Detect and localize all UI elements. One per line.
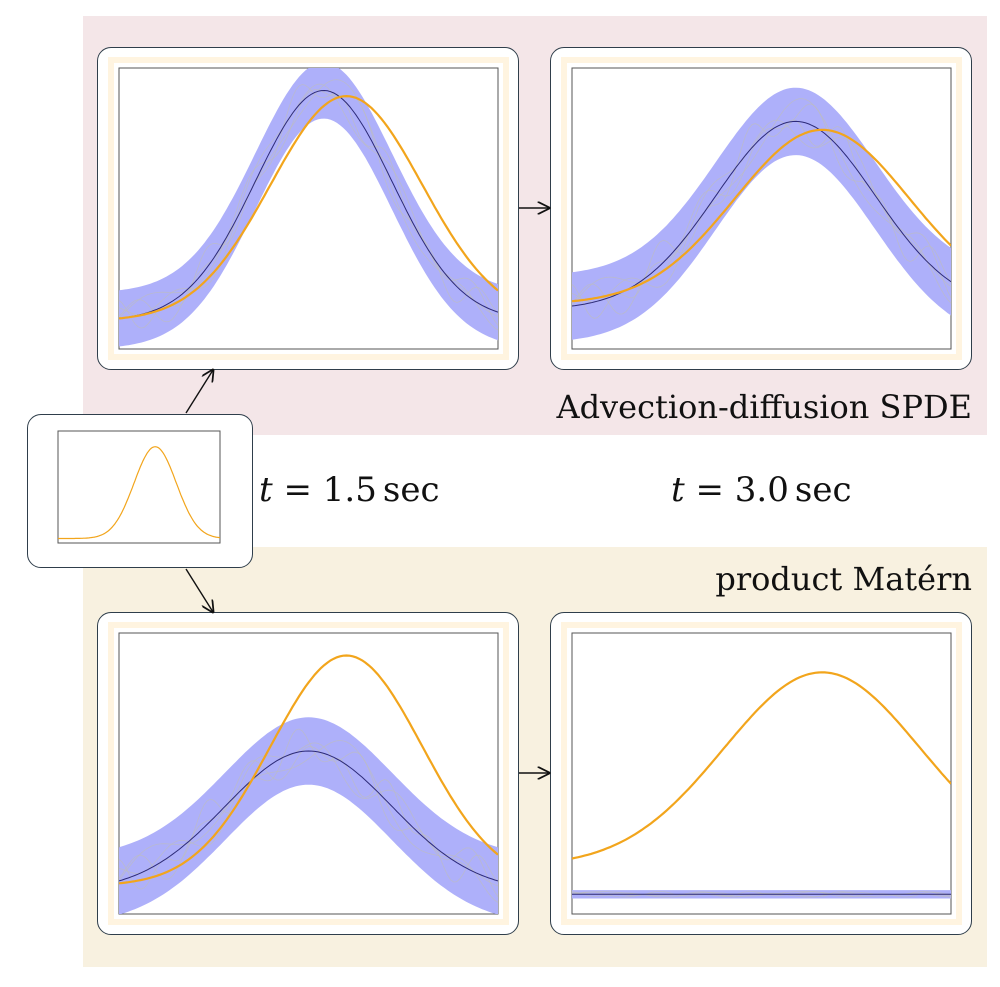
plot-svg	[561, 622, 962, 925]
time-label-1: t = 1.5 sec	[259, 470, 440, 510]
time-eq: =	[283, 470, 312, 510]
truth-curve	[119, 654, 498, 885]
truth-curve	[119, 94, 498, 320]
matern-t1-panel	[97, 612, 519, 935]
sample-path	[572, 119, 951, 304]
spde-label: Advection-diffusion SPDE	[556, 388, 972, 426]
sample-path	[572, 98, 951, 307]
matern-t2-panel	[550, 612, 972, 935]
plot-svg	[561, 57, 962, 360]
plot-svg	[57, 430, 221, 544]
initial-condition-panel	[27, 414, 253, 568]
plot-margin	[108, 622, 509, 925]
truth-curve	[572, 128, 951, 303]
plot-margin	[561, 622, 962, 925]
arrow-initial-to-spde	[185, 370, 213, 414]
truth-curve	[572, 671, 951, 860]
truth-curve	[58, 446, 220, 540]
time-value: 3.0	[734, 470, 789, 510]
time-label-2: t = 3.0 sec	[671, 470, 852, 510]
time-var: t	[259, 470, 273, 510]
plot-frame	[571, 632, 952, 915]
credible-band	[119, 717, 498, 914]
time-eq: =	[695, 470, 724, 510]
sample-path	[119, 83, 498, 331]
sample-path	[119, 84, 498, 329]
sample-path	[572, 119, 951, 319]
sample-path	[119, 728, 498, 890]
posterior-mean-line	[119, 750, 498, 882]
arrow-initial-to-matern	[185, 568, 213, 612]
time-var: t	[671, 470, 685, 510]
plot-frame	[57, 430, 221, 544]
sample-path	[119, 79, 498, 319]
spde-t1-panel	[97, 47, 519, 370]
sample-path	[119, 740, 498, 887]
plot-margin	[561, 57, 962, 360]
plot-margin	[108, 57, 509, 360]
time-unit: sec	[794, 470, 852, 510]
time-unit: sec	[382, 470, 440, 510]
posterior-mean-line	[119, 89, 498, 319]
matern-label: product Matérn	[715, 560, 972, 598]
spde-t2-panel	[550, 47, 972, 370]
sample-path	[119, 742, 498, 903]
plot-svg	[108, 57, 509, 360]
time-value: 1.5	[322, 470, 377, 510]
plot-svg	[108, 622, 509, 925]
posterior-mean-line	[572, 120, 951, 307]
